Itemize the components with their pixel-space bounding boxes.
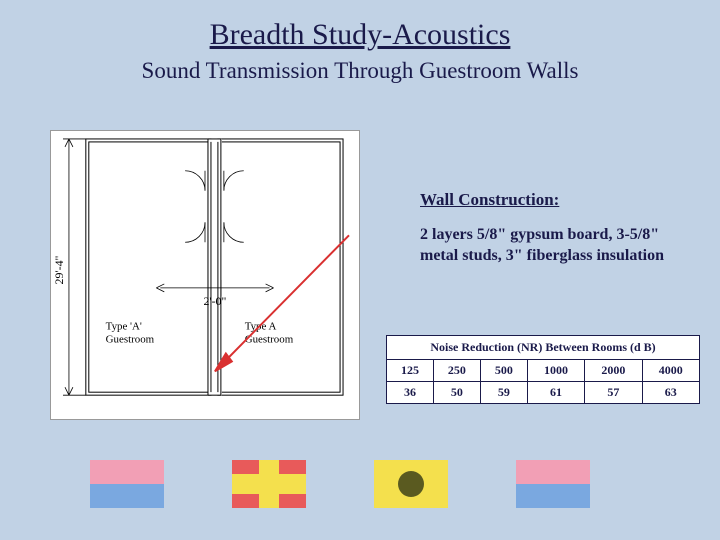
flag-icon [232,460,306,508]
wall-construction-heading: Wall Construction: [420,190,559,210]
wall-construction-body: 2 layers 5/8" gypsum board, 3-5/8" metal… [420,225,670,267]
nr-value-cell: 50 [433,382,480,404]
dim-horizontal-label: 2'-0" [203,294,226,308]
page-subtitle: Sound Transmission Through Guestroom Wal… [0,52,720,84]
nr-freq-cell: 4000 [642,360,699,382]
floorplan-diagram: 2'-0" 29'-4" Type 'A' Guestroom Type A G… [50,130,360,420]
nr-freq-cell: 250 [433,360,480,382]
room-a-label: Type 'A' Guestroom [106,321,155,346]
page-title: Breadth Study-Acoustics [0,0,720,52]
nr-value-cell: 61 [527,382,584,404]
nr-table-header: Noise Reduction (NR) Between Rooms (d B) [387,336,700,360]
nr-value-cell: 63 [642,382,699,404]
nr-value-cell: 36 [387,382,434,404]
dim-vertical-label: 29'-4" [52,255,66,284]
nr-value-cell: 57 [585,382,642,404]
nr-freq-cell: 125 [387,360,434,382]
flag-icon [516,460,590,508]
flag-icon [374,460,448,508]
table-row: 36 50 59 61 57 63 [387,382,700,404]
nr-value-cell: 59 [480,382,527,404]
nr-freq-cell: 1000 [527,360,584,382]
flag-icon [90,460,164,508]
table-row: 125 250 500 1000 2000 4000 [387,360,700,382]
arrow-icon [215,235,349,371]
nr-freq-cell: 2000 [585,360,642,382]
noise-reduction-table: Noise Reduction (NR) Between Rooms (d B)… [386,335,700,404]
flag-row [90,460,590,508]
nr-freq-cell: 500 [480,360,527,382]
